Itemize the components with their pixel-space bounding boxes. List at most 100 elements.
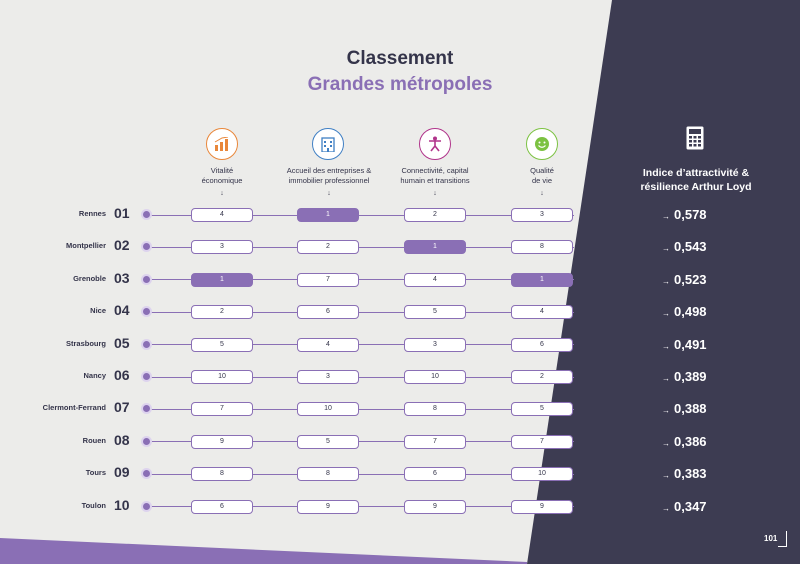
arrow-right-icon: →	[662, 212, 670, 221]
row-dot	[143, 308, 150, 316]
rank-pill: 2	[404, 208, 466, 222]
arrow-right-icon: →	[662, 471, 670, 481]
smiley-icon	[526, 128, 558, 160]
arrow-down-icon: ↓	[220, 190, 224, 197]
table-row: Nice 04 2 6 5 4 → 0,498	[0, 302, 800, 322]
arrow-right-icon: →	[662, 503, 670, 513]
page-corner-mark	[778, 531, 787, 547]
rank-pill: 2	[297, 240, 359, 255]
table-row: Tours 09 8 8 6 10 → 0,383	[0, 464, 800, 484]
arrow-right-icon: →	[662, 276, 670, 286]
rank-pill: 5	[191, 337, 253, 352]
indice-header-line: Indice d’attractivité &	[642, 167, 750, 179]
rank-number: 08	[114, 431, 130, 448]
rank-pill: 2	[511, 370, 573, 384]
column-header-line: de vie	[531, 176, 552, 185]
rank-pill: 4	[191, 208, 253, 222]
rank-pill: 2	[191, 305, 253, 320]
column-header-line: économique	[201, 176, 243, 185]
city-name: Grenoble	[73, 273, 106, 283]
row-dot	[143, 437, 150, 445]
rank-pill: 5	[404, 305, 466, 320]
score-value: 0,543	[674, 239, 707, 255]
rank-number: 02	[114, 237, 130, 254]
row-dot	[143, 340, 150, 348]
table-row: Toulon 10 6 9 9 9 → 0,347	[0, 497, 800, 517]
row-connector-line	[150, 344, 574, 346]
indice-score: → 0,498	[662, 304, 707, 319]
rank-pill: 7	[404, 434, 466, 449]
rank-pill: 7	[297, 272, 359, 287]
person-icon	[419, 128, 451, 160]
arrow-right-icon: →	[662, 341, 670, 351]
rank-pill: 5	[297, 434, 359, 449]
row-dot	[143, 502, 150, 510]
rank-pill: 3	[297, 370, 359, 384]
city-name: Strasbourg	[65, 338, 106, 348]
indice-score: → 0,388	[662, 401, 707, 416]
score-value: 0,491	[674, 336, 707, 352]
rank-pill: 8	[404, 402, 466, 417]
page-number: 101	[764, 534, 778, 543]
table-row: Grenoble 03 1 7 4 1 → 0,523	[0, 270, 800, 290]
rank-pill: 10	[404, 370, 466, 384]
rank-number: 04	[114, 302, 130, 319]
city-name: Tours	[85, 468, 106, 478]
arrow-right-icon: →	[662, 309, 670, 319]
row-connector-line	[150, 506, 574, 508]
row-connector-line	[150, 214, 574, 216]
rank-pill: 5	[511, 402, 573, 417]
arrow-right-icon: →	[662, 438, 670, 448]
calculator-icon	[686, 126, 704, 155]
rank-pill: 1	[191, 272, 253, 287]
arrow-right-icon: →	[662, 244, 670, 254]
rank-number: 10	[114, 496, 130, 513]
row-connector-line	[150, 441, 574, 443]
column-header-line: Connectivité, capital	[401, 166, 469, 175]
rank-pill: 7	[511, 434, 573, 449]
row-dot	[143, 405, 150, 413]
rank-pill: 9	[404, 499, 466, 514]
score-value: 0,389	[674, 369, 707, 384]
purple-bottom-band	[0, 538, 527, 564]
rank-pill: 1	[511, 272, 573, 287]
city-name: Toulon	[81, 500, 106, 510]
score-value: 0,523	[674, 271, 707, 287]
table-row: Strasbourg 05 5 4 3 6 → 0,491	[0, 335, 800, 355]
table-row: Rennes 01 4 1 2 3 → 0,578	[0, 205, 800, 225]
row-connector-line	[150, 279, 574, 281]
rank-pill: 10	[511, 467, 573, 482]
rank-pill: 8	[191, 467, 253, 482]
table-row: Montpellier 02 3 2 1 8 → 0,543	[0, 237, 800, 257]
rank-pill: 7	[191, 402, 253, 417]
rank-pill: 6	[511, 337, 573, 352]
indice-score: → 0,389	[662, 369, 707, 384]
city-name: Montpellier	[65, 241, 106, 251]
score-value: 0,578	[674, 207, 707, 222]
column-header-line: Vitalité	[210, 166, 234, 175]
rank-number: 05	[114, 334, 130, 351]
indice-score: → 0,383	[662, 466, 707, 481]
row-connector-line	[150, 376, 574, 378]
rank-number: 09	[114, 464, 130, 481]
column-header-vitalite: Vitalité économique	[162, 166, 282, 186]
arrow-right-icon: →	[662, 374, 670, 383]
rank-pill: 6	[404, 467, 466, 482]
page-title: Classement	[346, 48, 454, 69]
column-header-line: Qualité	[530, 166, 554, 175]
row-dot	[143, 373, 150, 380]
table-row: Clermont-Ferrand 07 7 10 8 5 → 0,388	[0, 399, 800, 419]
indice-score: → 0,543	[662, 239, 707, 254]
column-header-line: humain et transitions	[400, 176, 470, 185]
rank-pill: 10	[297, 402, 359, 417]
dark-side-panel	[527, 0, 800, 564]
indice-score: → 0,386	[662, 434, 707, 449]
building-icon	[312, 128, 344, 160]
rank-pill: 9	[297, 499, 359, 514]
rank-number: 06	[114, 367, 130, 383]
table-row: Rouen 08 9 5 7 7 → 0,386	[0, 432, 800, 452]
row-dot	[143, 470, 150, 478]
rank-number: 03	[114, 269, 130, 286]
rank-pill: 9	[191, 434, 253, 449]
